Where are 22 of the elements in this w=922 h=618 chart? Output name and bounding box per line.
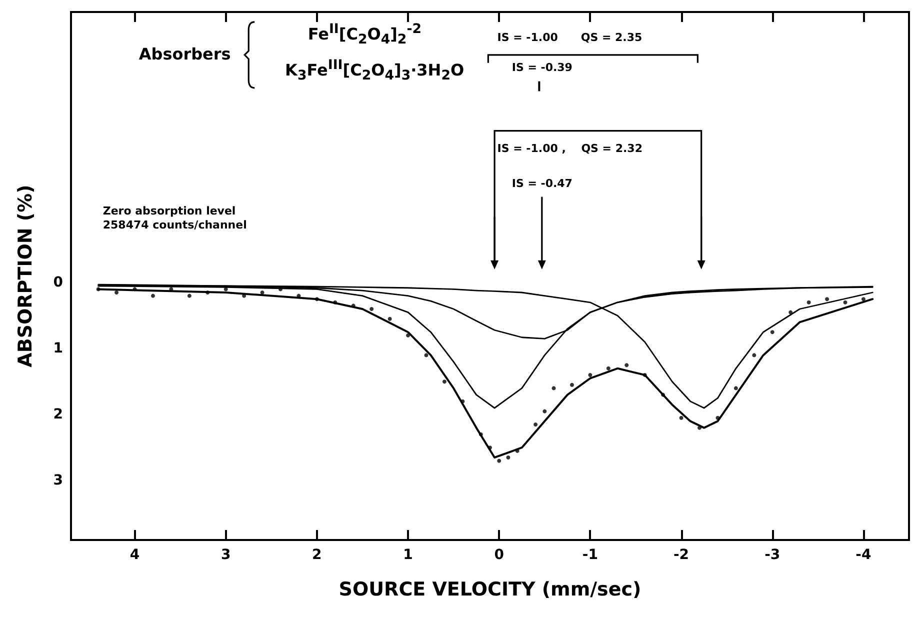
x-tick-label: 3: [220, 547, 231, 563]
x-tick-label: -3: [764, 547, 780, 563]
x-tick-label: 1: [403, 547, 413, 563]
y-tick-label: 1: [53, 340, 63, 357]
annotation: IS = -1.00 , QS = 2.32: [497, 141, 642, 156]
text: K$_{3}$Fe$^{III}$[C$_{2}$O$_{4}$]$_{3}$·3H$_{2}$O: [285, 58, 464, 84]
x-tick-label: -2: [674, 547, 690, 563]
annotation: IS = -0.47: [512, 176, 572, 191]
x-tick-label: -1: [582, 547, 598, 563]
y-axis-title: ABSORPTION (%): [14, 184, 36, 368]
y-tick-label: 2: [53, 406, 63, 423]
annotation: Zero absorption level 258474 counts/channel: [102, 204, 247, 233]
x-tick-label: 0: [494, 547, 504, 563]
y-tick-label: 3: [53, 472, 63, 489]
x-tick-label: 2: [312, 547, 322, 563]
annotation: IS = -0.39: [512, 60, 572, 76]
annotation: Absorbers: [138, 44, 231, 66]
annotation: IS = -1.00 QS = 2.35: [497, 31, 642, 46]
x-axis-title: SOURCE VELOCITY (mm/sec): [338, 578, 642, 600]
x-tick-label: 4: [130, 547, 140, 563]
x-tick-label: -4: [856, 547, 872, 563]
y-tick-label: 0: [53, 274, 64, 291]
